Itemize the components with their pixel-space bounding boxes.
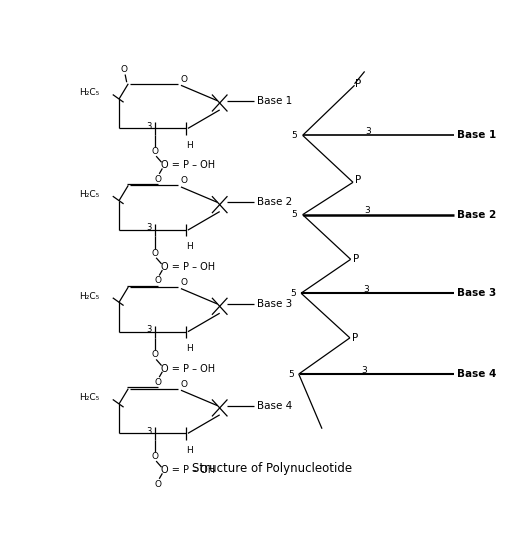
Text: H₂C₅: H₂C₅ xyxy=(80,292,100,301)
Text: 3: 3 xyxy=(363,285,369,294)
Text: H₂C₅: H₂C₅ xyxy=(80,393,100,403)
Text: P: P xyxy=(355,79,361,89)
Text: Base 4: Base 4 xyxy=(257,400,292,411)
Text: 3: 3 xyxy=(146,122,152,131)
Text: O = P – OH: O = P – OH xyxy=(161,465,215,475)
Text: 3: 3 xyxy=(364,206,370,215)
Text: O: O xyxy=(181,278,188,287)
Text: O: O xyxy=(152,147,159,156)
Text: H₂C₅: H₂C₅ xyxy=(80,190,100,199)
Text: H₂C₅: H₂C₅ xyxy=(80,89,100,97)
Text: Base 1: Base 1 xyxy=(457,131,496,140)
Text: Structure of Polynucleotide: Structure of Polynucleotide xyxy=(191,462,352,475)
Text: H: H xyxy=(186,446,193,455)
Text: O: O xyxy=(154,276,161,286)
Text: P: P xyxy=(353,254,359,263)
Text: O: O xyxy=(154,175,161,184)
Text: 3: 3 xyxy=(146,325,152,334)
Text: O: O xyxy=(152,249,159,258)
Text: 5: 5 xyxy=(288,369,294,379)
Text: O: O xyxy=(154,480,161,489)
Text: 3: 3 xyxy=(146,426,152,436)
Text: Base 4: Base 4 xyxy=(457,369,496,379)
Text: P: P xyxy=(355,175,361,185)
Text: Base 3: Base 3 xyxy=(257,299,292,309)
Text: O = P – OH: O = P – OH xyxy=(161,262,215,272)
Text: H: H xyxy=(186,243,193,251)
Text: 5: 5 xyxy=(290,289,296,298)
Text: O: O xyxy=(181,75,188,84)
Text: O: O xyxy=(154,378,161,387)
Text: O: O xyxy=(181,176,188,186)
Text: 3: 3 xyxy=(366,127,372,136)
Text: P: P xyxy=(352,333,358,343)
Text: 5: 5 xyxy=(292,131,297,140)
Text: Base 1: Base 1 xyxy=(257,96,292,106)
Text: H: H xyxy=(186,141,193,150)
Text: 3: 3 xyxy=(362,366,367,375)
Text: H: H xyxy=(186,344,193,353)
Text: O: O xyxy=(152,350,159,359)
Text: O = P – OH: O = P – OH xyxy=(161,160,215,170)
Text: Base 3: Base 3 xyxy=(457,288,496,298)
Text: Base 2: Base 2 xyxy=(457,209,496,220)
Text: O = P – OH: O = P – OH xyxy=(161,363,215,374)
Text: O: O xyxy=(181,380,188,388)
Text: O: O xyxy=(120,65,127,75)
Text: O: O xyxy=(152,452,159,461)
Text: 3: 3 xyxy=(146,223,152,232)
Text: Base 2: Base 2 xyxy=(257,197,292,207)
Text: 5: 5 xyxy=(292,210,297,219)
